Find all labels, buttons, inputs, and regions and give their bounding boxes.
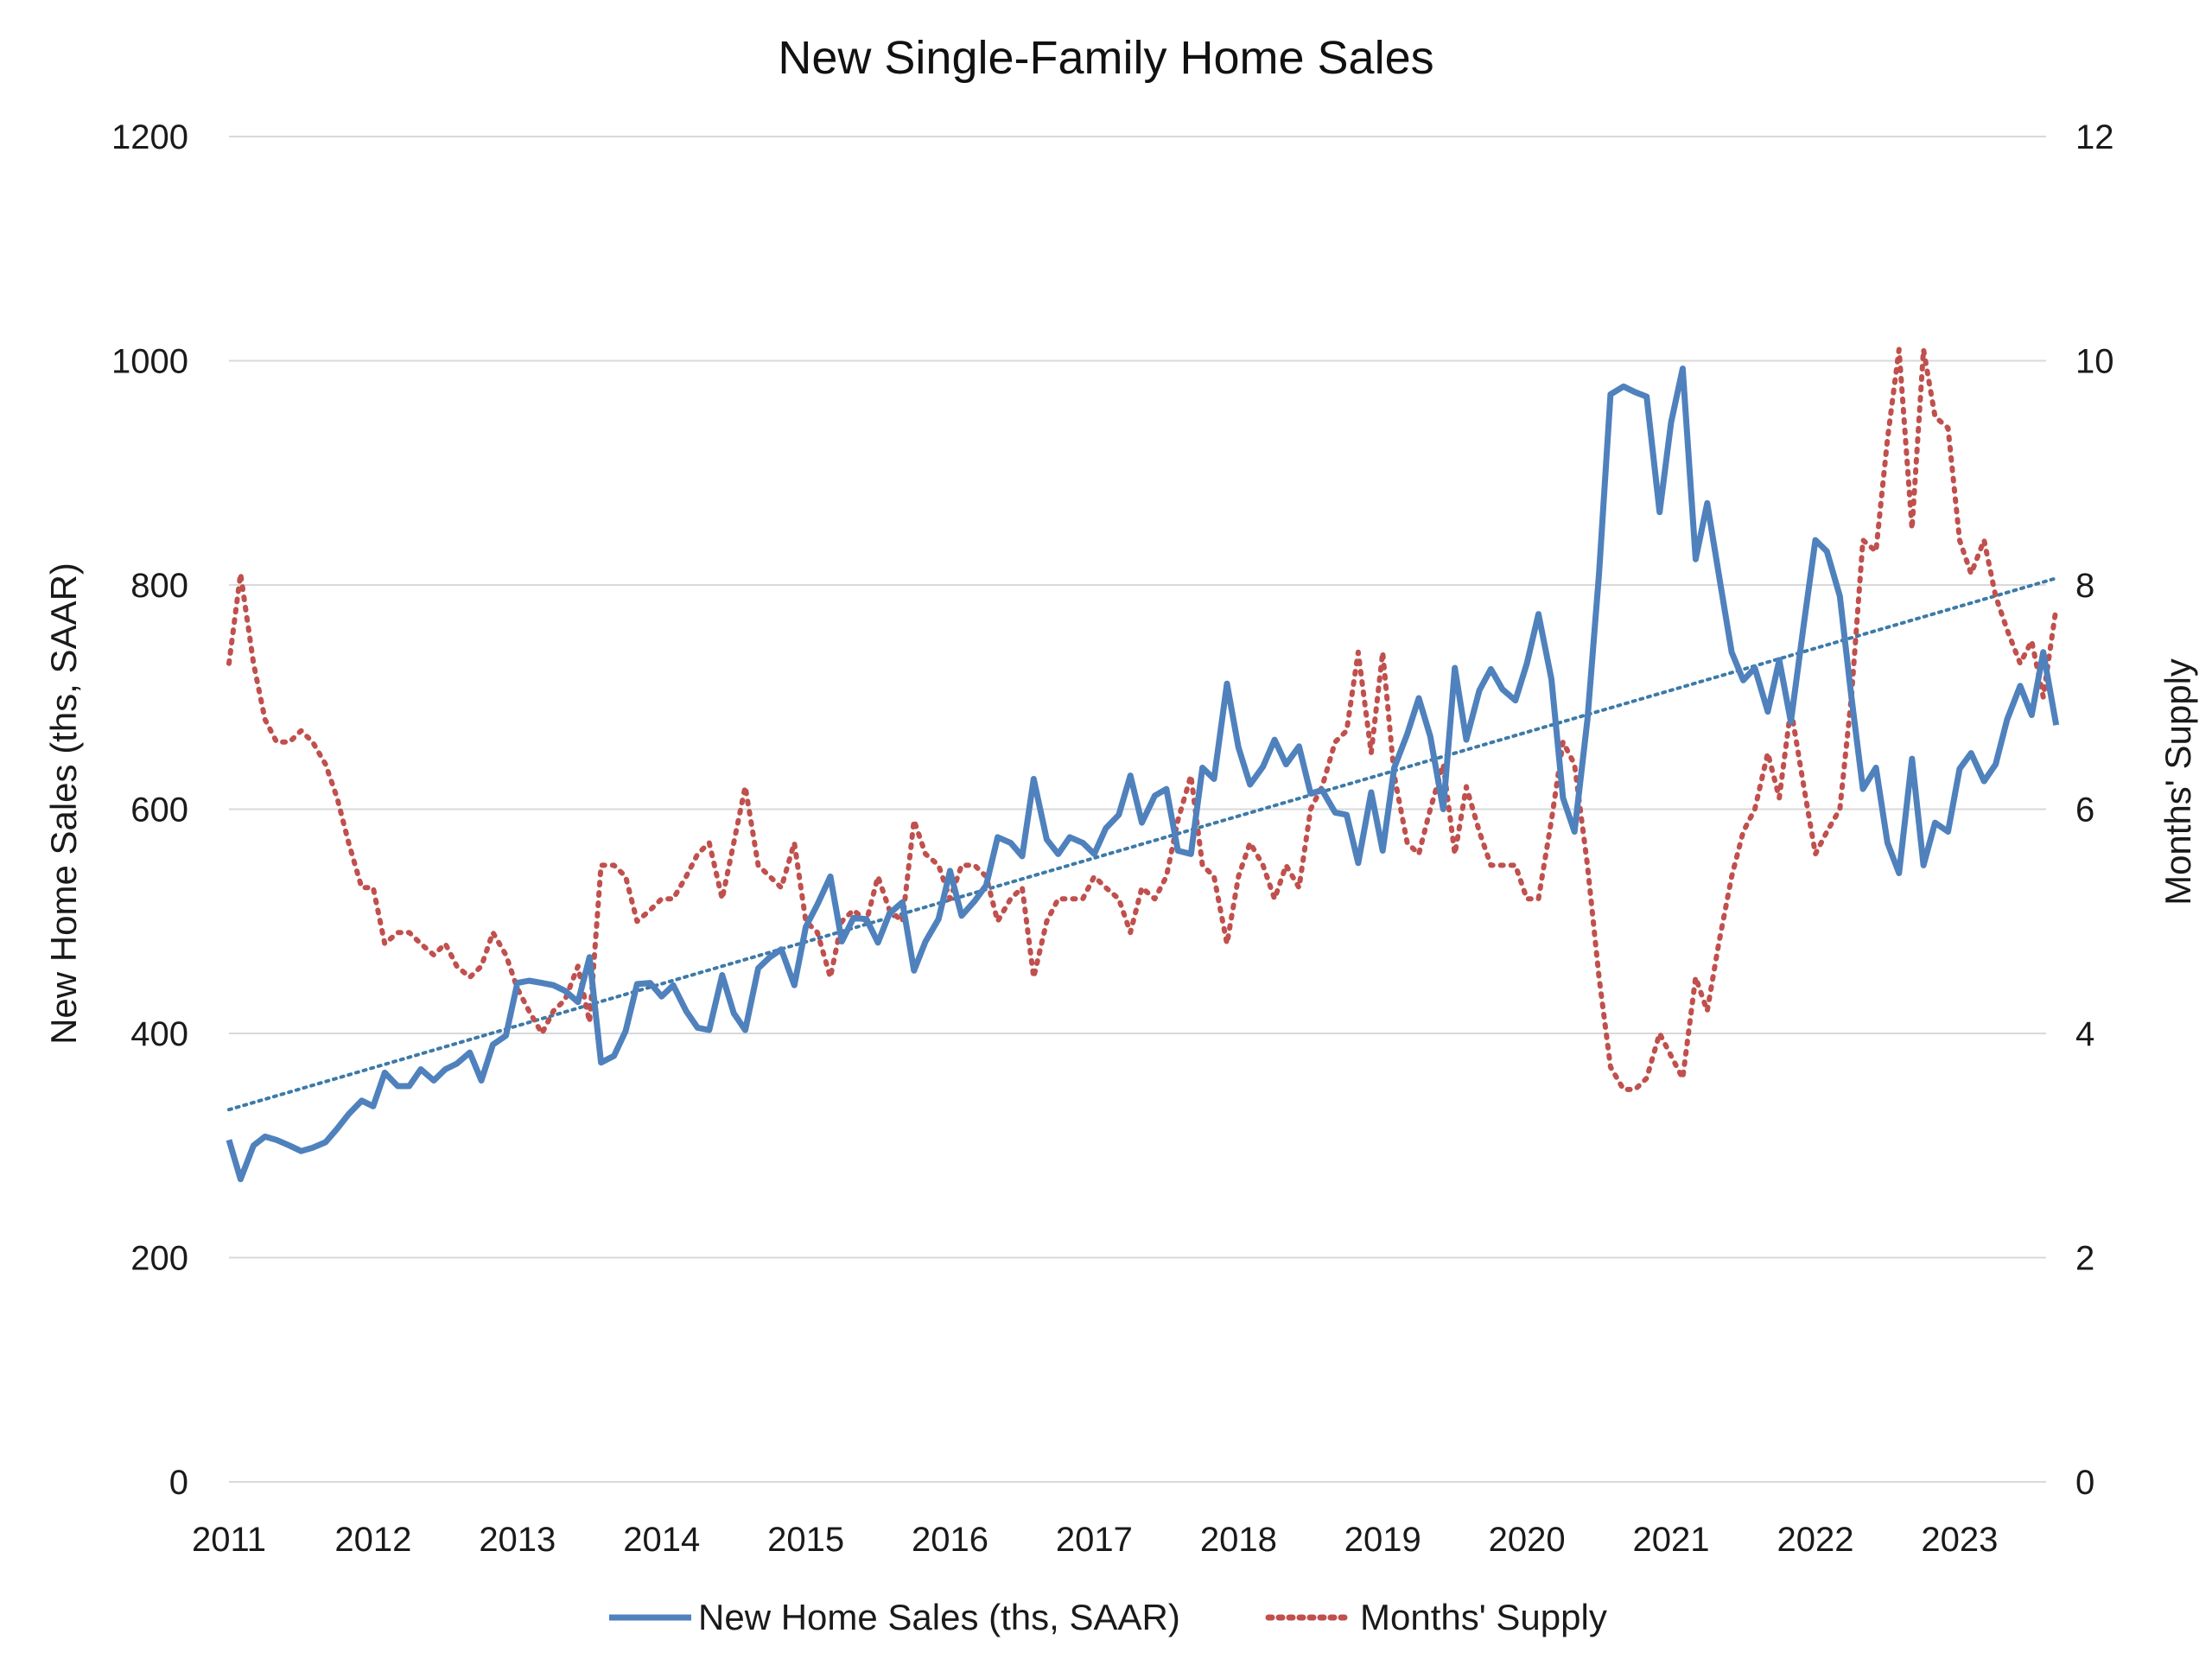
legend-label-sales: New Home Sales (ths, SAAR) (698, 1597, 1180, 1637)
right-tick-label: 6 (2075, 791, 2094, 830)
left-tick-label: 800 (130, 567, 188, 605)
x-tick-label: 2011 (192, 1521, 266, 1559)
x-axis-tick-labels: 2011 2012 2013 2014 2015 2016 2017 2018 2019 2020… (192, 1521, 1998, 1559)
left-tick-label: 1000 (111, 343, 188, 381)
x-tick-label: 2013 (479, 1521, 556, 1559)
x-tick-label: 2022 (1777, 1521, 1853, 1559)
left-axis-tick-labels: 0 200 400 600 800 1000 1200 (111, 118, 188, 1502)
home-sales-layer (226, 365, 2060, 1183)
x-tick-label: 2014 (623, 1521, 700, 1559)
left-tick-label: 0 (169, 1464, 188, 1502)
x-tick-label: 2016 (912, 1521, 988, 1559)
x-tick-label: 2019 (1344, 1521, 1421, 1559)
months-supply-layer (226, 346, 2059, 1092)
x-tick-label: 2023 (1921, 1521, 1998, 1559)
x-tick-label: 2020 (1489, 1521, 1566, 1559)
x-tick-label: 2021 (1633, 1521, 1710, 1559)
legend: New Home Sales (ths, SAAR) Months' Suppl… (609, 1597, 1607, 1637)
chart-title: New Single-Family Home Sales (778, 32, 1433, 84)
right-tick-label: 4 (2075, 1015, 2094, 1053)
x-tick-label: 2015 (767, 1521, 844, 1559)
right-tick-label: 0 (2075, 1464, 2094, 1502)
right-tick-label: 10 (2075, 343, 2114, 381)
x-tick-label: 2018 (1200, 1521, 1277, 1559)
legend-label-supply: Months' Supply (1360, 1597, 1607, 1637)
x-tick-label: 2017 (1056, 1521, 1133, 1559)
home-sales-line (226, 365, 2060, 1183)
x-tick-label: 2012 (334, 1521, 411, 1559)
right-tick-label: 2 (2075, 1240, 2094, 1278)
right-axis-tick-labels: 0 2 4 6 8 10 12 (2075, 118, 2114, 1502)
trendline (227, 576, 2058, 1112)
months-supply-line (226, 346, 2059, 1092)
trendline-layer (227, 576, 2058, 1112)
left-tick-label: 400 (130, 1015, 188, 1053)
left-tick-label: 200 (130, 1240, 188, 1278)
right-tick-label: 12 (2075, 118, 2114, 156)
left-axis-title: New Home Sales (ths, SAAR) (43, 563, 84, 1045)
left-tick-label: 600 (130, 791, 188, 830)
right-axis-title: Months' Supply (2158, 658, 2198, 906)
left-tick-label: 1200 (111, 118, 188, 156)
right-tick-label: 8 (2075, 567, 2094, 605)
